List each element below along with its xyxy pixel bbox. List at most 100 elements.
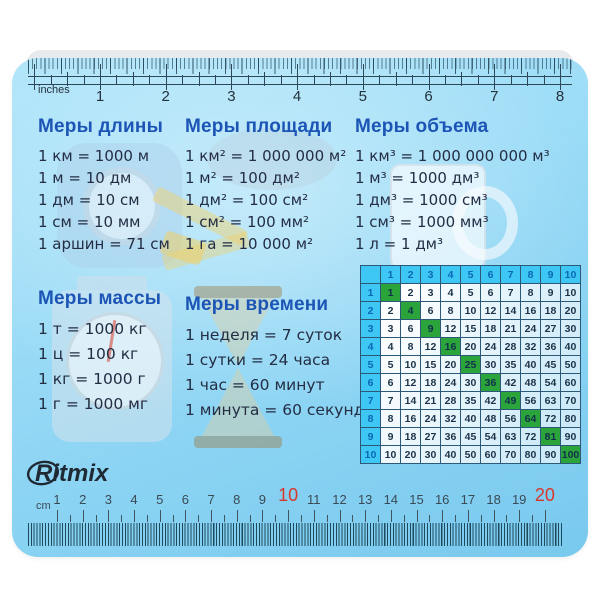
cm-label: cm — [36, 500, 51, 512]
ruler-tick — [445, 75, 446, 84]
ruler-tick — [544, 510, 546, 522]
cm-number: 13 — [357, 492, 373, 507]
mult-cell: 56 — [500, 409, 521, 428]
mult-header-cell: 9 — [360, 427, 381, 446]
table-row: 1 2 3 4 5 6 7 8 9 10 — [360, 265, 581, 284]
inch-number: 3 — [227, 88, 236, 105]
cm-number: 5 — [156, 492, 164, 507]
mult-cell: 30 — [460, 373, 481, 392]
inch-number: 1 — [95, 88, 105, 105]
mult-header-cell: 3 — [360, 319, 381, 338]
ruler-tick — [543, 75, 545, 84]
ruler-lines — [28, 76, 572, 85]
mult-cell: 4 — [380, 337, 401, 356]
conversion-line: 1 дм³ = 1000 см³ — [355, 191, 488, 209]
mult-cell: 72 — [540, 409, 561, 428]
mult-cell: 90 — [540, 445, 561, 464]
multiplication-table: 1 2 3 4 5 6 7 8 9 10 1 1 2 3 4 5 6 7 8 9 10 2 2 4 6 8 10 12 14 16 18 20… — [360, 265, 581, 464]
table-row: 4 4 8 12 16 20 24 28 32 36 40 — [360, 337, 581, 356]
mult-cell: 28 — [500, 337, 521, 356]
ruler-tick — [412, 75, 414, 84]
conversion-line: 1 км³ = 1 000 000 000 м³ — [355, 147, 550, 165]
ruler-tick — [247, 75, 249, 84]
tape-reel-image — [207, 128, 337, 190]
conversion-line: 1 аршин = 71 см — [38, 235, 170, 253]
mult-corner-cell — [360, 265, 381, 284]
ruler-tick — [223, 515, 225, 522]
table-row: 6 6 12 18 24 30 36 42 48 54 60 — [360, 373, 581, 392]
mult-cell: 56 — [520, 391, 541, 410]
mult-cell: 35 — [460, 391, 481, 410]
conversion-line: 1 см² = 100 мм² — [185, 213, 310, 231]
ruler-tick — [159, 510, 161, 522]
conversion-line: 1 т = 1000 кг — [38, 320, 147, 338]
ruler-tick — [215, 75, 216, 84]
mult-cell: 21 — [500, 319, 521, 338]
inch-numbers: 1 2 3 4 5 6 7 8 — [12, 58, 588, 110]
ruler-cm: cm 1 2 3 4 5 6 7 8 9 10 11 12 13 14 15 16 17 18 19 20 — [12, 482, 588, 557]
mult-cell: 20 — [400, 445, 421, 464]
mult-cell: 24 — [420, 409, 441, 428]
mult-cell: 21 — [420, 391, 441, 410]
cm-number: 19 — [511, 492, 527, 507]
ruler-tick — [506, 515, 508, 522]
ruler-tick — [442, 510, 444, 522]
mult-cell: 27 — [540, 319, 561, 338]
ruler-tick — [108, 510, 110, 522]
mult-cell: 10 — [380, 445, 401, 464]
mult-header-cell: 7 — [500, 265, 521, 284]
mult-cell: 7 — [380, 391, 401, 410]
mult-header-cell: 8 — [520, 265, 541, 284]
conversion-line: 1 л = 1 дм³ — [355, 235, 444, 253]
ruler-tick — [362, 64, 364, 90]
mult-cell: 40 — [520, 355, 541, 374]
mult-cell: 12 — [400, 373, 421, 392]
table-row: 3 3 6 9 12 15 18 21 24 27 30 — [360, 319, 581, 338]
conversion-line: 1 га = 10 000 м² — [185, 235, 314, 253]
ruler-tick — [313, 75, 315, 84]
mult-cell: 48 — [520, 373, 541, 392]
ruler-tick — [297, 64, 299, 90]
mult-cell: 8 — [380, 409, 401, 428]
cm-number: 7 — [207, 492, 215, 507]
cm-numbers: 1 2 3 4 5 6 7 8 9 10 11 12 13 14 15 16 17 18 19 20 — [12, 482, 588, 557]
mult-cell: 40 — [560, 337, 581, 356]
decorations — [12, 58, 588, 557]
ruler-tick — [185, 510, 187, 522]
cm-number: 14 — [383, 492, 399, 507]
mult-cell: 60 — [480, 445, 501, 464]
ruler-tick — [395, 72, 397, 86]
mult-header-cell: 6 — [480, 265, 501, 284]
conversion-line: 1 ц = 100 кг — [38, 345, 139, 363]
cm-number: 2 — [79, 492, 87, 507]
ruler-tick — [100, 64, 101, 90]
mult-square-cell: 81 — [540, 427, 561, 446]
mult-cell: 24 — [480, 337, 501, 356]
logo-ellipse — [26, 460, 60, 486]
ruler-tick — [301, 515, 302, 522]
mult-square-cell: 36 — [480, 373, 501, 392]
ruler-tick — [82, 510, 84, 522]
conversion-line: 1 км² = 1 000 000 м² — [185, 147, 347, 165]
ruler-tick — [134, 510, 135, 522]
section-lines: 1 км³ = 1 000 000 000 м³ 1 м³ = 1000 дм³ 1… — [355, 145, 550, 255]
ruler-tick — [172, 515, 174, 522]
mult-header-cell: 1 — [380, 265, 401, 284]
mult-header-cell: 4 — [360, 337, 381, 356]
inch-number: 7 — [490, 88, 499, 105]
ruler-tick — [211, 510, 213, 522]
mult-header-cell: 5 — [360, 355, 381, 374]
cm-number: 3 — [104, 492, 113, 507]
mult-square-cell: 64 — [520, 409, 541, 428]
mult-cell: 80 — [520, 445, 541, 464]
cm-number: 18 — [486, 492, 501, 507]
ruler-tick — [280, 75, 282, 84]
ruler-tick — [83, 75, 85, 84]
mult-cell: 5 — [380, 355, 401, 374]
cm-number: 20 — [534, 485, 555, 505]
table-row: 10 10 20 30 40 50 60 70 80 90 100 — [360, 445, 581, 464]
conversion-line: 1 дм² = 100 см² — [185, 191, 309, 209]
cm-number: 9 — [258, 492, 267, 507]
mult-cell: 6 — [420, 301, 441, 320]
mult-cell: 54 — [480, 427, 501, 446]
